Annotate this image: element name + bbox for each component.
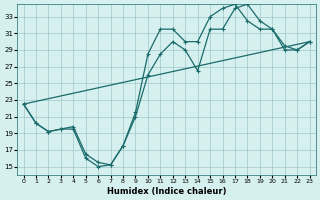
- X-axis label: Humidex (Indice chaleur): Humidex (Indice chaleur): [107, 187, 226, 196]
